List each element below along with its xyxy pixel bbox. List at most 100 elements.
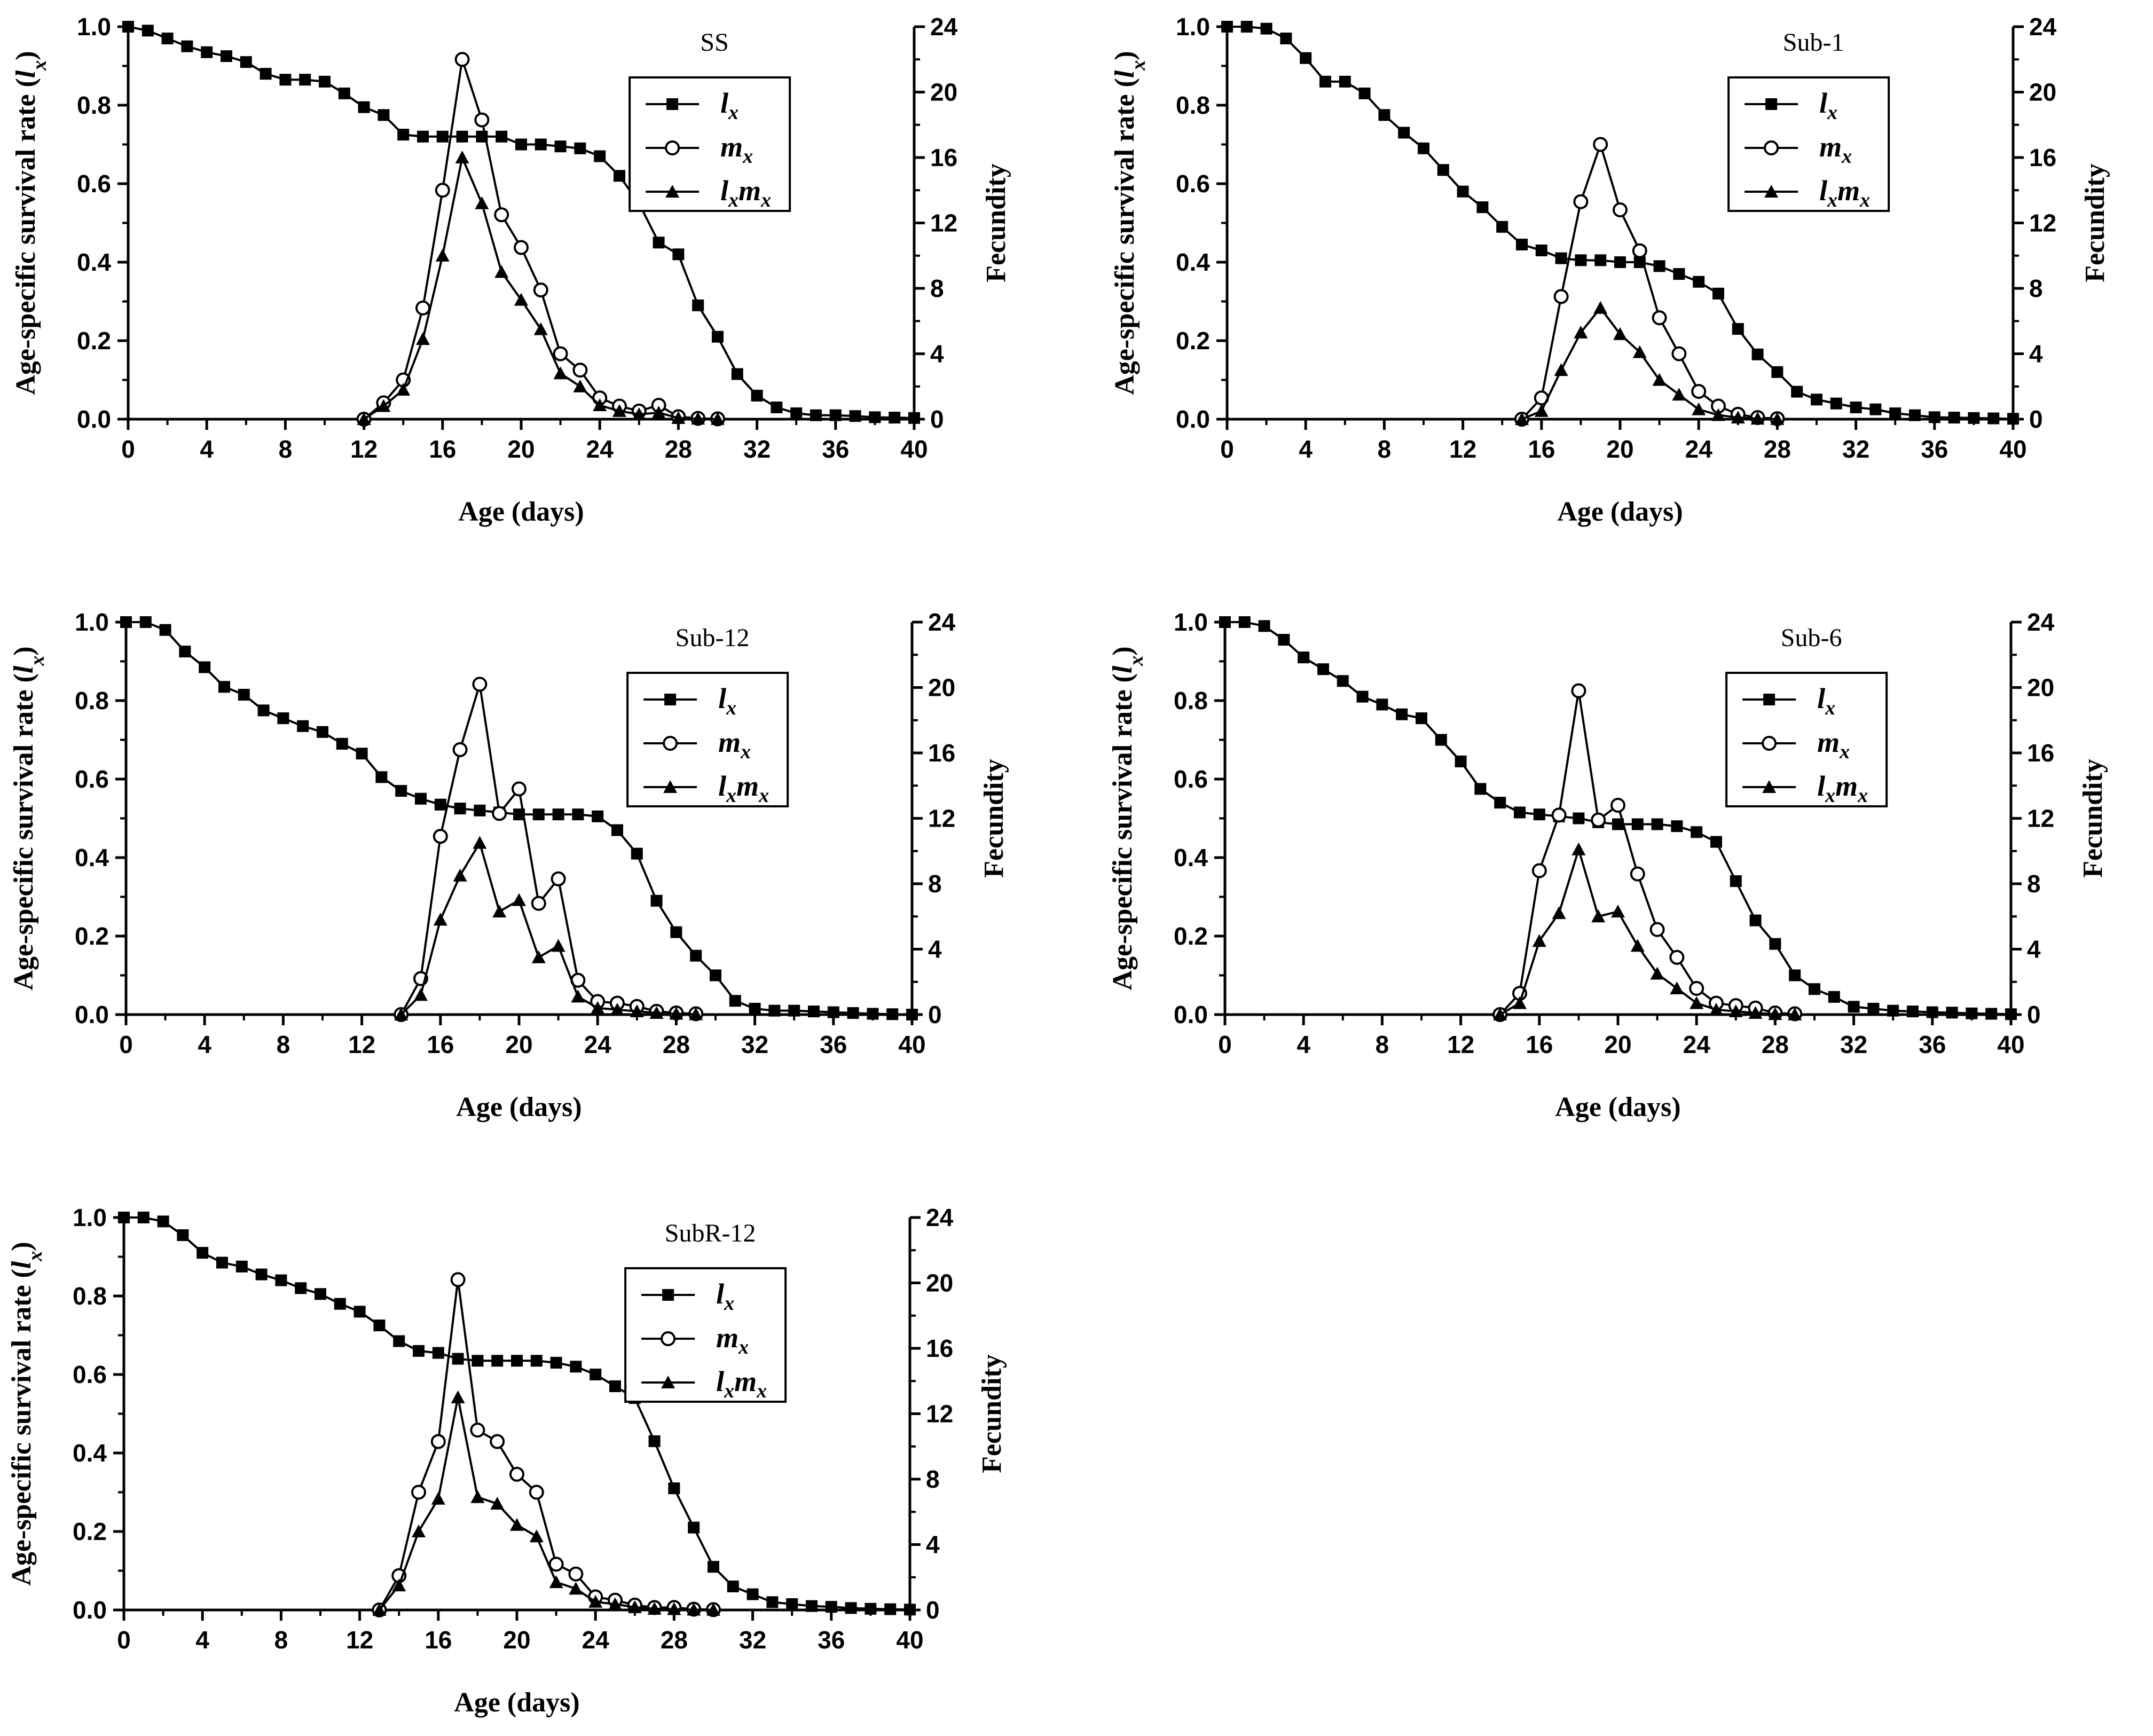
data-point-lx: [221, 50, 232, 62]
data-point-lx: [672, 248, 685, 261]
data-point-lx: [496, 130, 508, 143]
data-point-lx: [1575, 254, 1587, 266]
right-y-tick-label: 16: [928, 739, 955, 767]
data-point-lx: [474, 804, 486, 816]
data-point-lxmx: [1534, 404, 1549, 417]
x-tick-label: 0: [121, 435, 135, 463]
data-point-lxmx: [1748, 1006, 1763, 1019]
x-tick-label: 8: [274, 1626, 288, 1654]
data-point-lxmx: [1493, 1008, 1507, 1021]
data-point-lx: [1238, 616, 1251, 628]
right-y-tick-label: 12: [926, 1400, 953, 1428]
data-point-lx: [1889, 407, 1901, 419]
x-tick-label: 0: [117, 1626, 131, 1654]
data-point-lxmx: [490, 1496, 505, 1510]
data-point-lxmx: [687, 1603, 701, 1616]
x-tick-label: 8: [1376, 1031, 1389, 1058]
data-point-lxmx: [1672, 388, 1686, 401]
legend-label-mx: mx: [1819, 131, 1852, 168]
data-point-lx: [279, 74, 292, 86]
data-point-mx: [514, 240, 529, 255]
series-lx: [120, 616, 918, 1020]
data-point-lxmx: [1611, 905, 1625, 918]
data-point-lx: [1771, 366, 1783, 378]
data-point-lx: [1712, 287, 1724, 300]
data-point-lx: [688, 1521, 700, 1534]
right-y-tick-label: 12: [928, 805, 955, 832]
data-point-lx: [747, 1588, 759, 1600]
data-point-lx: [1418, 142, 1429, 154]
x-tick-label: 4: [1296, 1031, 1310, 1058]
legend-label-mx: mx: [716, 1322, 749, 1358]
x-tick-label: 36: [820, 1031, 847, 1058]
left-y-tick-label: 1.0: [73, 1204, 107, 1231]
data-point-lx: [417, 130, 429, 143]
data-point-lx: [120, 616, 132, 628]
data-point-lx: [554, 140, 567, 153]
right-y-tick-label: 24: [930, 13, 958, 41]
left-y-tick-label: 0.6: [73, 1361, 107, 1388]
data-point-lx: [611, 824, 623, 836]
data-point-lx: [574, 142, 586, 154]
data-point-lx: [1516, 238, 1528, 250]
left-y-tick-label: 0.6: [1174, 765, 1208, 793]
data-point-lxmx: [1670, 981, 1684, 995]
data-point-lxmx: [588, 1594, 603, 1608]
data-point-lx: [771, 401, 783, 413]
right-y-tick-label: 4: [928, 936, 942, 963]
data-point-lx: [670, 926, 682, 938]
data-point-lx: [334, 1298, 346, 1310]
data-point-lx: [1514, 806, 1526, 819]
legend-marker-lx: [664, 694, 677, 705]
panel-sub-1: 0 4 8 12 16 20 24 28 32 36 40 0.0 0.2 0.4 0.6 0.8 1.0 0 4 8…: [1110, 13, 2110, 527]
left-y-tick-label: 0.4: [1176, 248, 1210, 276]
right-y-tick-label: 8: [2029, 274, 2043, 302]
left-y-axis-label: Age-specific survival rate (lx): [9, 646, 49, 990]
data-point-lx: [295, 1282, 307, 1294]
data-point-lx: [1376, 698, 1388, 711]
left-y-tick-label: 0.2: [77, 327, 111, 355]
series-lx: [1219, 616, 2017, 1020]
data-point-lxmx: [591, 1001, 605, 1014]
data-point-lxmx: [1750, 412, 1765, 425]
data-point-lx: [472, 1355, 484, 1367]
x-tick-label: 8: [279, 435, 293, 463]
x-tick-label: 20: [1606, 435, 1633, 463]
data-point-lx: [1653, 260, 1665, 272]
x-tick-label: 0: [1220, 435, 1234, 463]
data-point-lxmx: [494, 265, 509, 278]
data-point-mx: [435, 183, 450, 198]
x-tick-label: 28: [663, 1031, 690, 1058]
data-point-lxmx: [473, 836, 487, 849]
data-point-lx: [257, 704, 270, 717]
data-point-lx: [1691, 826, 1703, 838]
panel-subr-12: 0 4 8 12 16 20 24 28 32 36 40 0.0 0.2 0.4 0.6 0.8 1.0 0 4 8…: [6, 1204, 1007, 1718]
series-line-mx: [1499, 690, 1795, 1016]
data-point-lxmx: [1788, 1007, 1802, 1020]
data-point-lxmx: [689, 1007, 703, 1020]
right-y-tick-label: 4: [926, 1531, 940, 1559]
data-point-lx: [786, 1598, 798, 1610]
data-point-lx: [609, 1380, 621, 1393]
series-line-lxmx: [400, 840, 696, 1016]
data-point-lx: [788, 1004, 800, 1017]
data-point-lx: [2005, 1008, 2017, 1020]
legend-label-mx: mx: [1817, 726, 1850, 763]
x-axis-label: Age (days): [454, 1687, 579, 1718]
data-point-lx: [530, 1355, 543, 1367]
data-point-lxmx: [627, 1600, 642, 1613]
data-point-lxmx: [531, 950, 546, 963]
data-point-lx: [515, 138, 527, 151]
legend-label-lxmx: lxmx: [720, 175, 771, 211]
data-point-lxmx: [475, 196, 489, 209]
data-point-lx: [1693, 276, 1705, 288]
x-tick-label: 8: [277, 1031, 290, 1058]
x-tick-label: 4: [198, 1031, 211, 1058]
series-line-lx: [128, 26, 915, 419]
left-y-tick-label: 0.2: [73, 1518, 107, 1545]
data-point-mx: [1689, 981, 1704, 996]
series-line-lxmx: [1499, 845, 1795, 1016]
